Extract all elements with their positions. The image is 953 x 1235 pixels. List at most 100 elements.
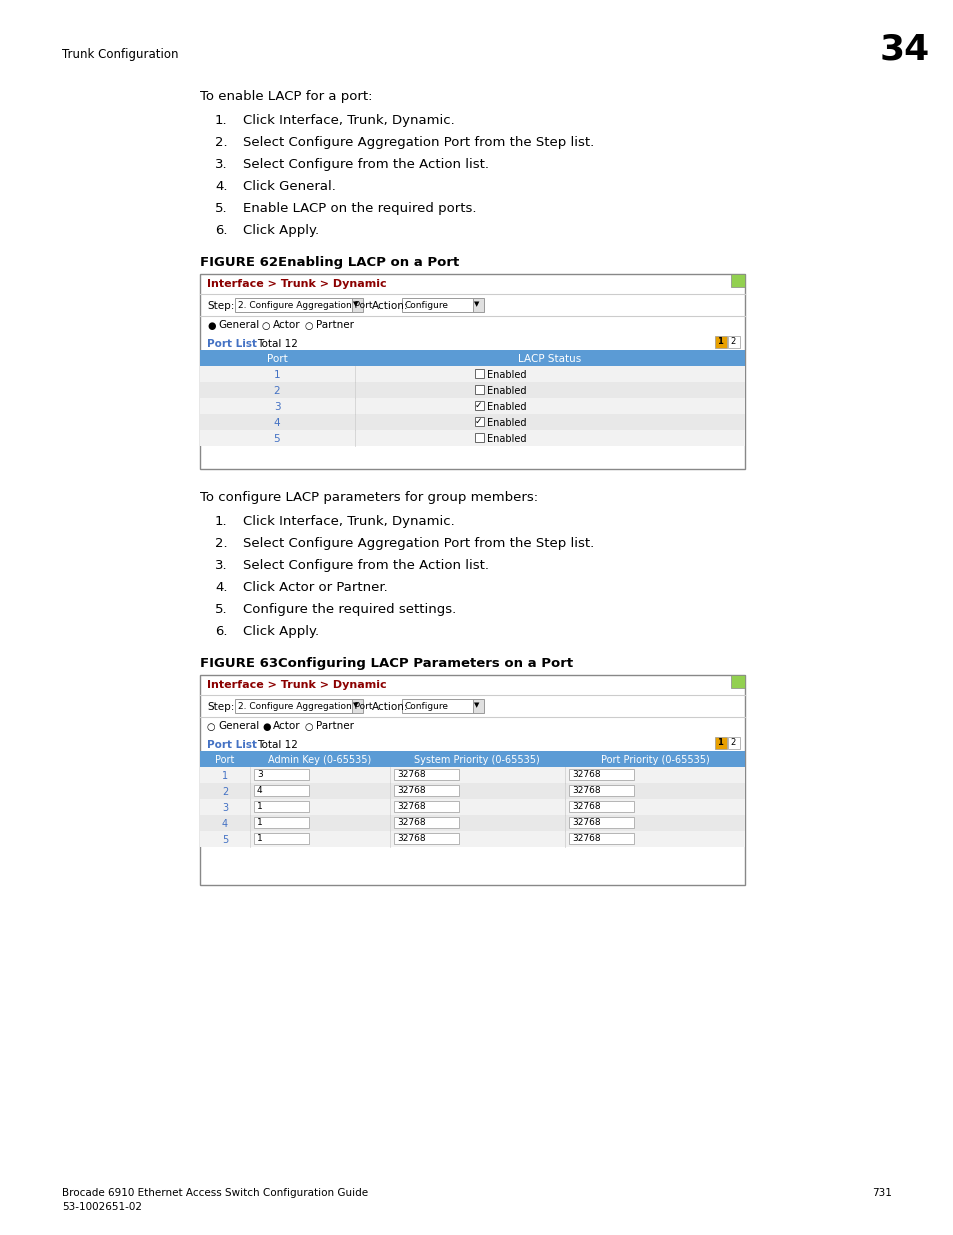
Text: 1: 1 (256, 802, 262, 811)
Bar (234, 699, 353, 713)
Bar (200, 350, 744, 366)
Text: LACP Status: LACP Status (517, 354, 581, 364)
Text: Click General.: Click General. (243, 180, 335, 193)
Bar (568, 769, 634, 781)
Bar (200, 398, 744, 414)
Text: Interface > Trunk > Dynamic: Interface > Trunk > Dynamic (207, 680, 386, 690)
Bar (253, 769, 309, 781)
Text: Brocade 6910 Ethernet Access Switch Configuration Guide: Brocade 6910 Ethernet Access Switch Conf… (62, 1188, 368, 1198)
Text: Click Apply.: Click Apply. (243, 625, 319, 638)
Text: Trunk Configuration: Trunk Configuration (62, 48, 178, 61)
Text: Select Configure from the Action list.: Select Configure from the Action list. (243, 158, 489, 170)
Text: Configuring LACP Parameters on a Port: Configuring LACP Parameters on a Port (277, 657, 573, 671)
Text: 3: 3 (222, 803, 228, 813)
Text: Port Priority (0-65535): Port Priority (0-65535) (600, 755, 709, 764)
Bar (394, 785, 458, 797)
Text: ▼: ▼ (474, 301, 478, 308)
Bar (473, 699, 483, 713)
Text: Click Actor or Partner.: Click Actor or Partner. (243, 580, 387, 594)
Text: System Priority (0-65535): System Priority (0-65535) (414, 755, 539, 764)
Bar (730, 676, 744, 688)
Text: ▼: ▼ (353, 301, 358, 308)
Text: ●: ● (262, 722, 271, 732)
Bar (200, 767, 744, 783)
Bar (568, 785, 634, 797)
Text: Enabled: Enabled (486, 433, 526, 445)
Text: Enabled: Enabled (486, 417, 526, 429)
Text: 6.: 6. (214, 224, 227, 237)
Text: Enabled: Enabled (486, 370, 526, 380)
Text: Port List: Port List (207, 338, 256, 350)
Text: Click Apply.: Click Apply. (243, 224, 319, 237)
Text: Enable LACP on the required ports.: Enable LACP on the required ports. (243, 203, 476, 215)
Bar (727, 336, 740, 348)
Bar (253, 818, 309, 827)
Text: Enabling LACP on a Port: Enabling LACP on a Port (277, 256, 458, 269)
Text: ○: ○ (305, 321, 314, 331)
Bar (730, 274, 744, 287)
Text: 6.: 6. (214, 625, 227, 638)
Bar (475, 385, 483, 394)
Text: 32768: 32768 (572, 818, 600, 827)
Text: Step:: Step: (207, 301, 234, 311)
Text: 2.: 2. (214, 537, 228, 550)
Bar (200, 751, 744, 767)
Text: ○: ○ (262, 321, 271, 331)
Text: General: General (218, 320, 259, 330)
Bar (401, 298, 474, 312)
Text: Select Configure Aggregation Port from the Step list.: Select Configure Aggregation Port from t… (243, 136, 594, 149)
Text: ▼: ▼ (474, 701, 478, 708)
Bar (475, 401, 483, 410)
Bar (727, 737, 740, 748)
Text: Configure the required settings.: Configure the required settings. (243, 603, 456, 616)
Text: 2. Configure Aggregation Port: 2. Configure Aggregation Port (237, 701, 372, 711)
Text: 32768: 32768 (572, 785, 600, 795)
Text: 32768: 32768 (396, 818, 425, 827)
Bar (475, 369, 483, 378)
Text: Port: Port (266, 354, 287, 364)
Bar (253, 832, 309, 844)
Bar (200, 430, 744, 446)
Bar (200, 382, 744, 398)
Text: Port List: Port List (207, 740, 256, 750)
Text: 5: 5 (222, 835, 228, 845)
Text: 5.: 5. (214, 203, 228, 215)
Bar (401, 699, 474, 713)
Bar (200, 783, 744, 799)
Bar (394, 769, 458, 781)
Text: ✓: ✓ (475, 401, 482, 410)
Bar (568, 802, 634, 811)
Text: 3: 3 (256, 769, 262, 779)
Text: 34: 34 (879, 32, 929, 65)
Bar (253, 785, 309, 797)
Text: 731: 731 (871, 1188, 891, 1198)
Text: 2: 2 (274, 387, 280, 396)
Bar (352, 298, 363, 312)
Text: 1: 1 (256, 818, 262, 827)
Bar (253, 802, 309, 811)
Text: Click Interface, Trunk, Dynamic.: Click Interface, Trunk, Dynamic. (243, 515, 455, 529)
Text: 32768: 32768 (396, 802, 425, 811)
Text: General: General (218, 721, 259, 731)
Text: Interface > Trunk > Dynamic: Interface > Trunk > Dynamic (207, 279, 386, 289)
Text: FIGURE 63: FIGURE 63 (200, 657, 278, 671)
Bar (234, 298, 353, 312)
Bar (568, 832, 634, 844)
Text: 2: 2 (222, 787, 228, 797)
Bar (714, 737, 726, 748)
Text: 2.: 2. (214, 136, 228, 149)
Text: 2: 2 (729, 337, 735, 346)
Bar (714, 336, 726, 348)
Text: 3: 3 (274, 403, 280, 412)
Text: Port: Port (215, 755, 234, 764)
Text: Action:: Action: (372, 301, 408, 311)
Text: Actor: Actor (273, 721, 300, 731)
Bar (200, 799, 744, 815)
Text: Action:: Action: (372, 701, 408, 713)
Text: 1: 1 (256, 834, 262, 844)
Text: 2. Configure Aggregation Port: 2. Configure Aggregation Port (237, 301, 372, 310)
Text: 53-1002651-02: 53-1002651-02 (62, 1202, 142, 1212)
Text: To enable LACP for a port:: To enable LACP for a port: (200, 90, 372, 103)
Text: ●: ● (207, 321, 215, 331)
Text: Partner: Partner (315, 721, 354, 731)
